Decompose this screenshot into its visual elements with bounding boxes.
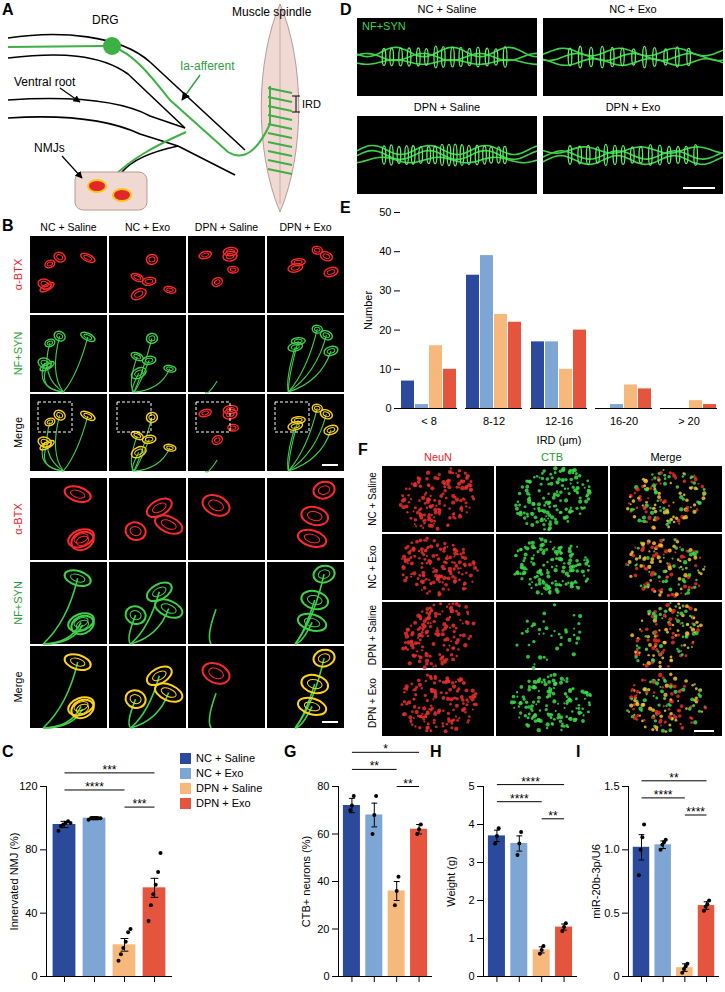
svg-text:DPN + Saline: DPN + Saline <box>195 221 258 233</box>
svg-text:4: 4 <box>468 818 474 830</box>
svg-text:Muscle spindle: Muscle spindle <box>232 5 312 19</box>
svg-text:NC + Saline: NC + Saline <box>417 3 476 15</box>
svg-text:2: 2 <box>468 894 474 906</box>
svg-text:NC + Exo: NC + Exo <box>125 221 170 233</box>
svg-text:40: 40 <box>25 907 37 919</box>
svg-text:0: 0 <box>31 970 37 982</box>
svg-text:CTB: CTB <box>541 451 563 463</box>
svg-text:20: 20 <box>317 923 329 935</box>
svg-text:0.5: 0.5 <box>604 907 619 919</box>
svg-text:DPN + Exo: DPN + Exo <box>606 101 661 113</box>
svg-text:1.5: 1.5 <box>604 780 619 792</box>
svg-text:NC + Exo: NC + Exo <box>609 3 656 15</box>
svg-text:80: 80 <box>317 780 329 792</box>
svg-text:8-12: 8-12 <box>483 415 505 427</box>
svg-text:*: * <box>383 742 388 756</box>
svg-text:****: **** <box>521 775 540 789</box>
svg-text:0: 0 <box>323 970 329 982</box>
html-text:E: E <box>340 199 351 216</box>
svg-text:40: 40 <box>317 875 329 887</box>
svg-text:NC + Saline: NC + Saline <box>40 221 96 233</box>
svg-text:80: 80 <box>25 843 37 855</box>
svg-text:0: 0 <box>613 970 619 982</box>
svg-text:****: **** <box>510 792 529 806</box>
svg-text:> 20: > 20 <box>678 415 700 427</box>
html-text:NC + Saline: NC + Saline <box>196 752 255 764</box>
svg-text:120: 120 <box>19 780 37 792</box>
svg-text:CTB+ neurons (%): CTB+ neurons (%) <box>300 836 312 927</box>
svg-text:NMJs: NMJs <box>34 141 65 155</box>
svg-text:DPN + Saline: DPN + Saline <box>367 604 378 665</box>
svg-text:10: 10 <box>379 363 391 375</box>
svg-text:****: **** <box>686 805 705 819</box>
svg-text:60: 60 <box>317 828 329 840</box>
svg-text:****: **** <box>85 780 104 794</box>
svg-text:IRD: IRD <box>302 98 321 110</box>
svg-text:1: 1 <box>468 932 474 944</box>
svg-text:NC + Saline: NC + Saline <box>367 472 378 526</box>
html-text:A: A <box>2 1 14 18</box>
svg-text:Ventral root: Ventral root <box>14 75 76 89</box>
svg-text:NC + Exo: NC + Exo <box>367 545 378 589</box>
svg-text:Merge: Merge <box>12 417 24 448</box>
svg-text:30: 30 <box>379 284 391 296</box>
svg-text:< 8: < 8 <box>421 415 437 427</box>
html-text:F: F <box>358 441 368 458</box>
svg-text:miR-20b-3p/U6: miR-20b-3p/U6 <box>590 844 602 919</box>
svg-text:****: **** <box>654 788 673 802</box>
svg-text:Ia-afferent: Ia-afferent <box>180 59 235 73</box>
svg-text:0: 0 <box>468 970 474 982</box>
svg-text:Weight (g): Weight (g) <box>445 856 457 907</box>
svg-text:IRD (μm): IRD (μm) <box>537 434 582 446</box>
svg-text:NF+SYN: NF+SYN <box>362 20 406 32</box>
html-text:D: D <box>340 1 352 18</box>
svg-text:12-16: 12-16 <box>545 415 573 427</box>
svg-text:20: 20 <box>379 324 391 336</box>
svg-text:0: 0 <box>385 402 391 414</box>
svg-text:α-BTX: α-BTX <box>12 503 24 535</box>
svg-text:α-BTX: α-BTX <box>12 258 24 290</box>
svg-text:**: ** <box>548 809 558 823</box>
svg-text:3: 3 <box>468 856 474 868</box>
svg-text:NF+SYN: NF+SYN <box>12 581 24 625</box>
svg-text:***: *** <box>102 763 116 777</box>
svg-text:DRG: DRG <box>92 13 119 27</box>
html-text:C: C <box>2 743 14 760</box>
svg-text:***: *** <box>132 797 146 811</box>
svg-text:16-20: 16-20 <box>610 415 638 427</box>
svg-text:DPN + Saline: DPN + Saline <box>414 101 480 113</box>
svg-text:**: ** <box>403 777 413 791</box>
svg-text:DPN + Exo: DPN + Exo <box>279 221 331 233</box>
svg-text:Merge: Merge <box>12 671 24 702</box>
svg-text:40: 40 <box>379 245 391 257</box>
html-text:NC + Exo: NC + Exo <box>196 767 244 779</box>
html-text:H: H <box>430 743 442 760</box>
svg-text:**: ** <box>669 771 679 785</box>
html-text:DPN + Exo: DPN + Exo <box>196 797 251 809</box>
svg-text:**: ** <box>370 759 380 773</box>
svg-text:NF+SYN: NF+SYN <box>12 332 24 376</box>
html-text:I: I <box>576 743 581 760</box>
svg-text:1.0: 1.0 <box>604 843 619 855</box>
svg-text:DPN + Exo: DPN + Exo <box>367 678 378 728</box>
html-text:DPN + Saline: DPN + Saline <box>196 782 263 794</box>
html-text:G: G <box>284 743 297 760</box>
svg-text:Number: Number <box>362 291 374 330</box>
svg-text:5: 5 <box>468 780 474 792</box>
svg-text:50: 50 <box>379 206 391 218</box>
svg-text:Merge: Merge <box>650 451 681 463</box>
svg-text:NeuN: NeuN <box>424 451 452 463</box>
html-text:B: B <box>2 217 14 234</box>
svg-text:Innervated NMJ (%): Innervated NMJ (%) <box>8 833 20 931</box>
